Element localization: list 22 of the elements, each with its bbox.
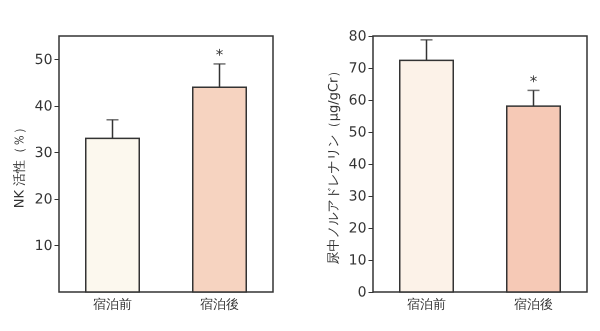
x-tick-label: 宿泊後 bbox=[200, 296, 239, 312]
y-axis-title: NK 活性（％） bbox=[12, 120, 28, 208]
y-tick-label: 40 bbox=[348, 156, 366, 172]
annotation: * bbox=[216, 46, 224, 64]
y-tick-label: 50 bbox=[348, 124, 366, 140]
y-tick-label: 20 bbox=[348, 220, 366, 236]
y-tick-label: 50 bbox=[34, 52, 52, 68]
y-tick-label: 80 bbox=[348, 28, 366, 44]
y-tick-label: 60 bbox=[348, 92, 366, 108]
y-axis-title: 尿中ノルアドレナリン（μg/gCr） bbox=[326, 64, 342, 264]
y-tick-label: 30 bbox=[348, 188, 366, 204]
x-tick-label: 宿泊前 bbox=[407, 296, 446, 312]
y-tick-label: 10 bbox=[348, 252, 366, 268]
y-tick-label: 10 bbox=[34, 238, 52, 254]
y-tick-label: 20 bbox=[34, 191, 52, 208]
x-tick-label: 宿泊前 bbox=[93, 296, 132, 312]
y-tick-label: 30 bbox=[34, 144, 52, 161]
y-tick-label: 70 bbox=[348, 60, 366, 76]
y-tick-label: 0 bbox=[358, 284, 366, 300]
annotation: * bbox=[530, 72, 538, 90]
x-tick-label: 宿泊後 bbox=[514, 296, 553, 312]
y-tick-label: 40 bbox=[34, 98, 52, 114]
